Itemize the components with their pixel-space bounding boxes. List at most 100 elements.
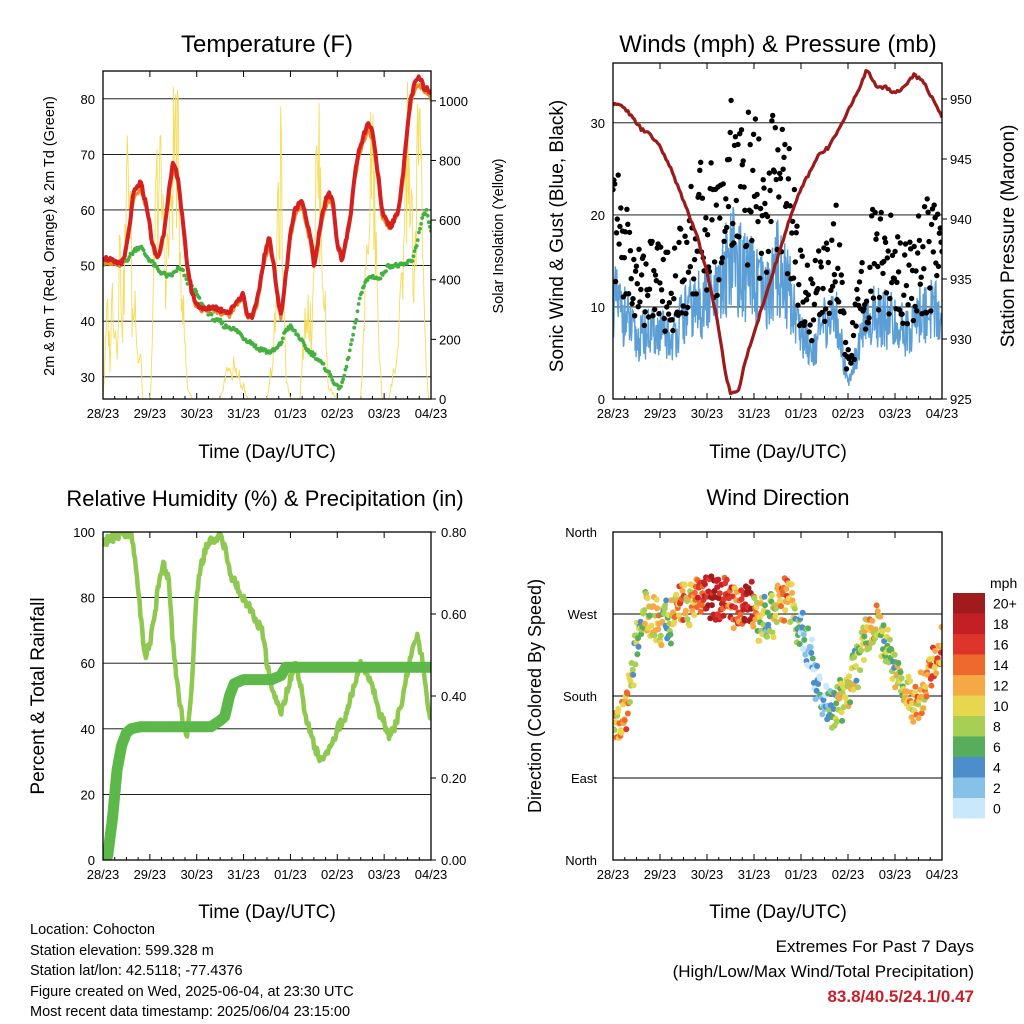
gust-point	[664, 304, 670, 310]
direction-point	[789, 589, 796, 596]
gust-point	[793, 230, 799, 236]
direction-point	[762, 602, 768, 609]
direction-point	[937, 649, 942, 656]
gust-point	[924, 196, 930, 202]
gust-point	[873, 236, 879, 242]
direction-point	[819, 711, 826, 718]
dewpoint-point	[352, 325, 357, 330]
dewpoint-point	[357, 296, 362, 301]
direction-point	[781, 617, 788, 624]
gust-point	[708, 160, 714, 166]
gust-point	[742, 207, 748, 213]
gust-point	[749, 237, 755, 244]
direction-point	[799, 609, 806, 616]
gust-point	[694, 248, 700, 254]
legend-swatch	[953, 798, 985, 819]
direction-point	[907, 678, 914, 684]
wind-direction-panel: Wind Direction Time (Day/UTC) Direction …	[525, 485, 1017, 923]
x-tick-label: 04/23	[926, 867, 959, 882]
gust-point	[784, 271, 791, 277]
y2-tick-label: 935	[950, 272, 972, 287]
dewpoint-point	[281, 336, 285, 341]
gust-point	[649, 238, 655, 245]
direction-point	[635, 635, 641, 642]
station-info: Location: Cohocton Station elevation: 59…	[30, 920, 354, 1023]
legend-swatch	[953, 757, 985, 778]
gust-point	[815, 285, 821, 292]
direction-point	[808, 649, 815, 656]
gust-point	[825, 259, 831, 266]
direction-point	[912, 683, 919, 690]
x-tick-label: 03/23	[368, 867, 401, 882]
direction-point	[748, 578, 755, 585]
gust-point	[768, 218, 774, 225]
dewpoint-point	[426, 220, 431, 225]
direction-point	[772, 612, 779, 619]
gust-point	[826, 310, 832, 316]
winds-plot: 28/23 29/23 30/23 31/23 01/23 02/23 03/23 04/23…	[591, 62, 972, 421]
direction-point	[774, 582, 781, 589]
gust-point	[733, 197, 739, 204]
gust-point	[859, 260, 865, 266]
gust-point	[632, 268, 639, 274]
gust-point	[724, 224, 730, 231]
direction-point	[648, 622, 655, 629]
gust-point	[711, 259, 718, 265]
gust-point	[920, 244, 926, 250]
gust-point	[904, 321, 910, 327]
plot-frame	[102, 70, 432, 400]
dewpoint-point	[170, 273, 175, 278]
direction-point	[787, 618, 794, 625]
direction-point	[630, 671, 637, 678]
dewpoint-point	[356, 302, 361, 306]
gust-point	[697, 167, 703, 173]
direction-point	[630, 682, 637, 689]
gust-point	[685, 304, 691, 311]
gust-point	[902, 241, 909, 247]
direction-point	[891, 651, 898, 658]
gust-point	[643, 261, 649, 267]
gust-point	[858, 268, 864, 275]
humidity-title: Relative Humidity (%) & Precipitation (i…	[66, 486, 463, 511]
y-tick-label: 40	[81, 314, 95, 329]
gust-point	[894, 279, 900, 285]
gust-point	[849, 319, 856, 326]
gust-point	[805, 292, 811, 298]
direction-point	[667, 640, 674, 647]
direction-point	[807, 644, 814, 651]
gust-point	[810, 317, 817, 323]
direction-point	[858, 647, 865, 654]
direction-point	[621, 717, 628, 724]
gust-point	[617, 223, 623, 230]
dewpoint-point	[253, 343, 258, 347]
gust-point	[870, 295, 877, 301]
y2-tick-label: 0.40	[441, 689, 466, 704]
direction-point	[813, 687, 820, 694]
gust-point	[931, 202, 937, 208]
temperature-ylabel: 2m & 9m T (Red, Orange) & 2m Td (Green)	[42, 96, 58, 376]
dewpoint-point	[150, 259, 155, 263]
series-group	[103, 532, 431, 860]
direction-point	[768, 592, 775, 599]
y-tick-label: 10	[591, 300, 605, 315]
direction-point	[880, 622, 887, 629]
direction-point	[801, 636, 808, 643]
gust-point	[938, 239, 942, 245]
gust-point	[777, 170, 783, 177]
gust-point	[744, 262, 751, 268]
dewpoint-point	[339, 384, 343, 389]
gust-point	[645, 292, 651, 299]
gust-point	[824, 246, 831, 253]
direction-point	[915, 715, 922, 722]
direction-point	[697, 608, 704, 615]
gust-point	[628, 276, 634, 282]
gust-point	[905, 302, 911, 308]
dewpoint-point	[349, 342, 353, 347]
direction-point	[855, 684, 861, 691]
y-tick-label: 60	[81, 203, 95, 218]
x-tick-label: 02/23	[832, 406, 865, 421]
gust-point	[613, 186, 616, 193]
direction-point	[618, 729, 625, 736]
dewpoint-point	[362, 284, 366, 288]
dewpoint-point	[141, 248, 146, 253]
